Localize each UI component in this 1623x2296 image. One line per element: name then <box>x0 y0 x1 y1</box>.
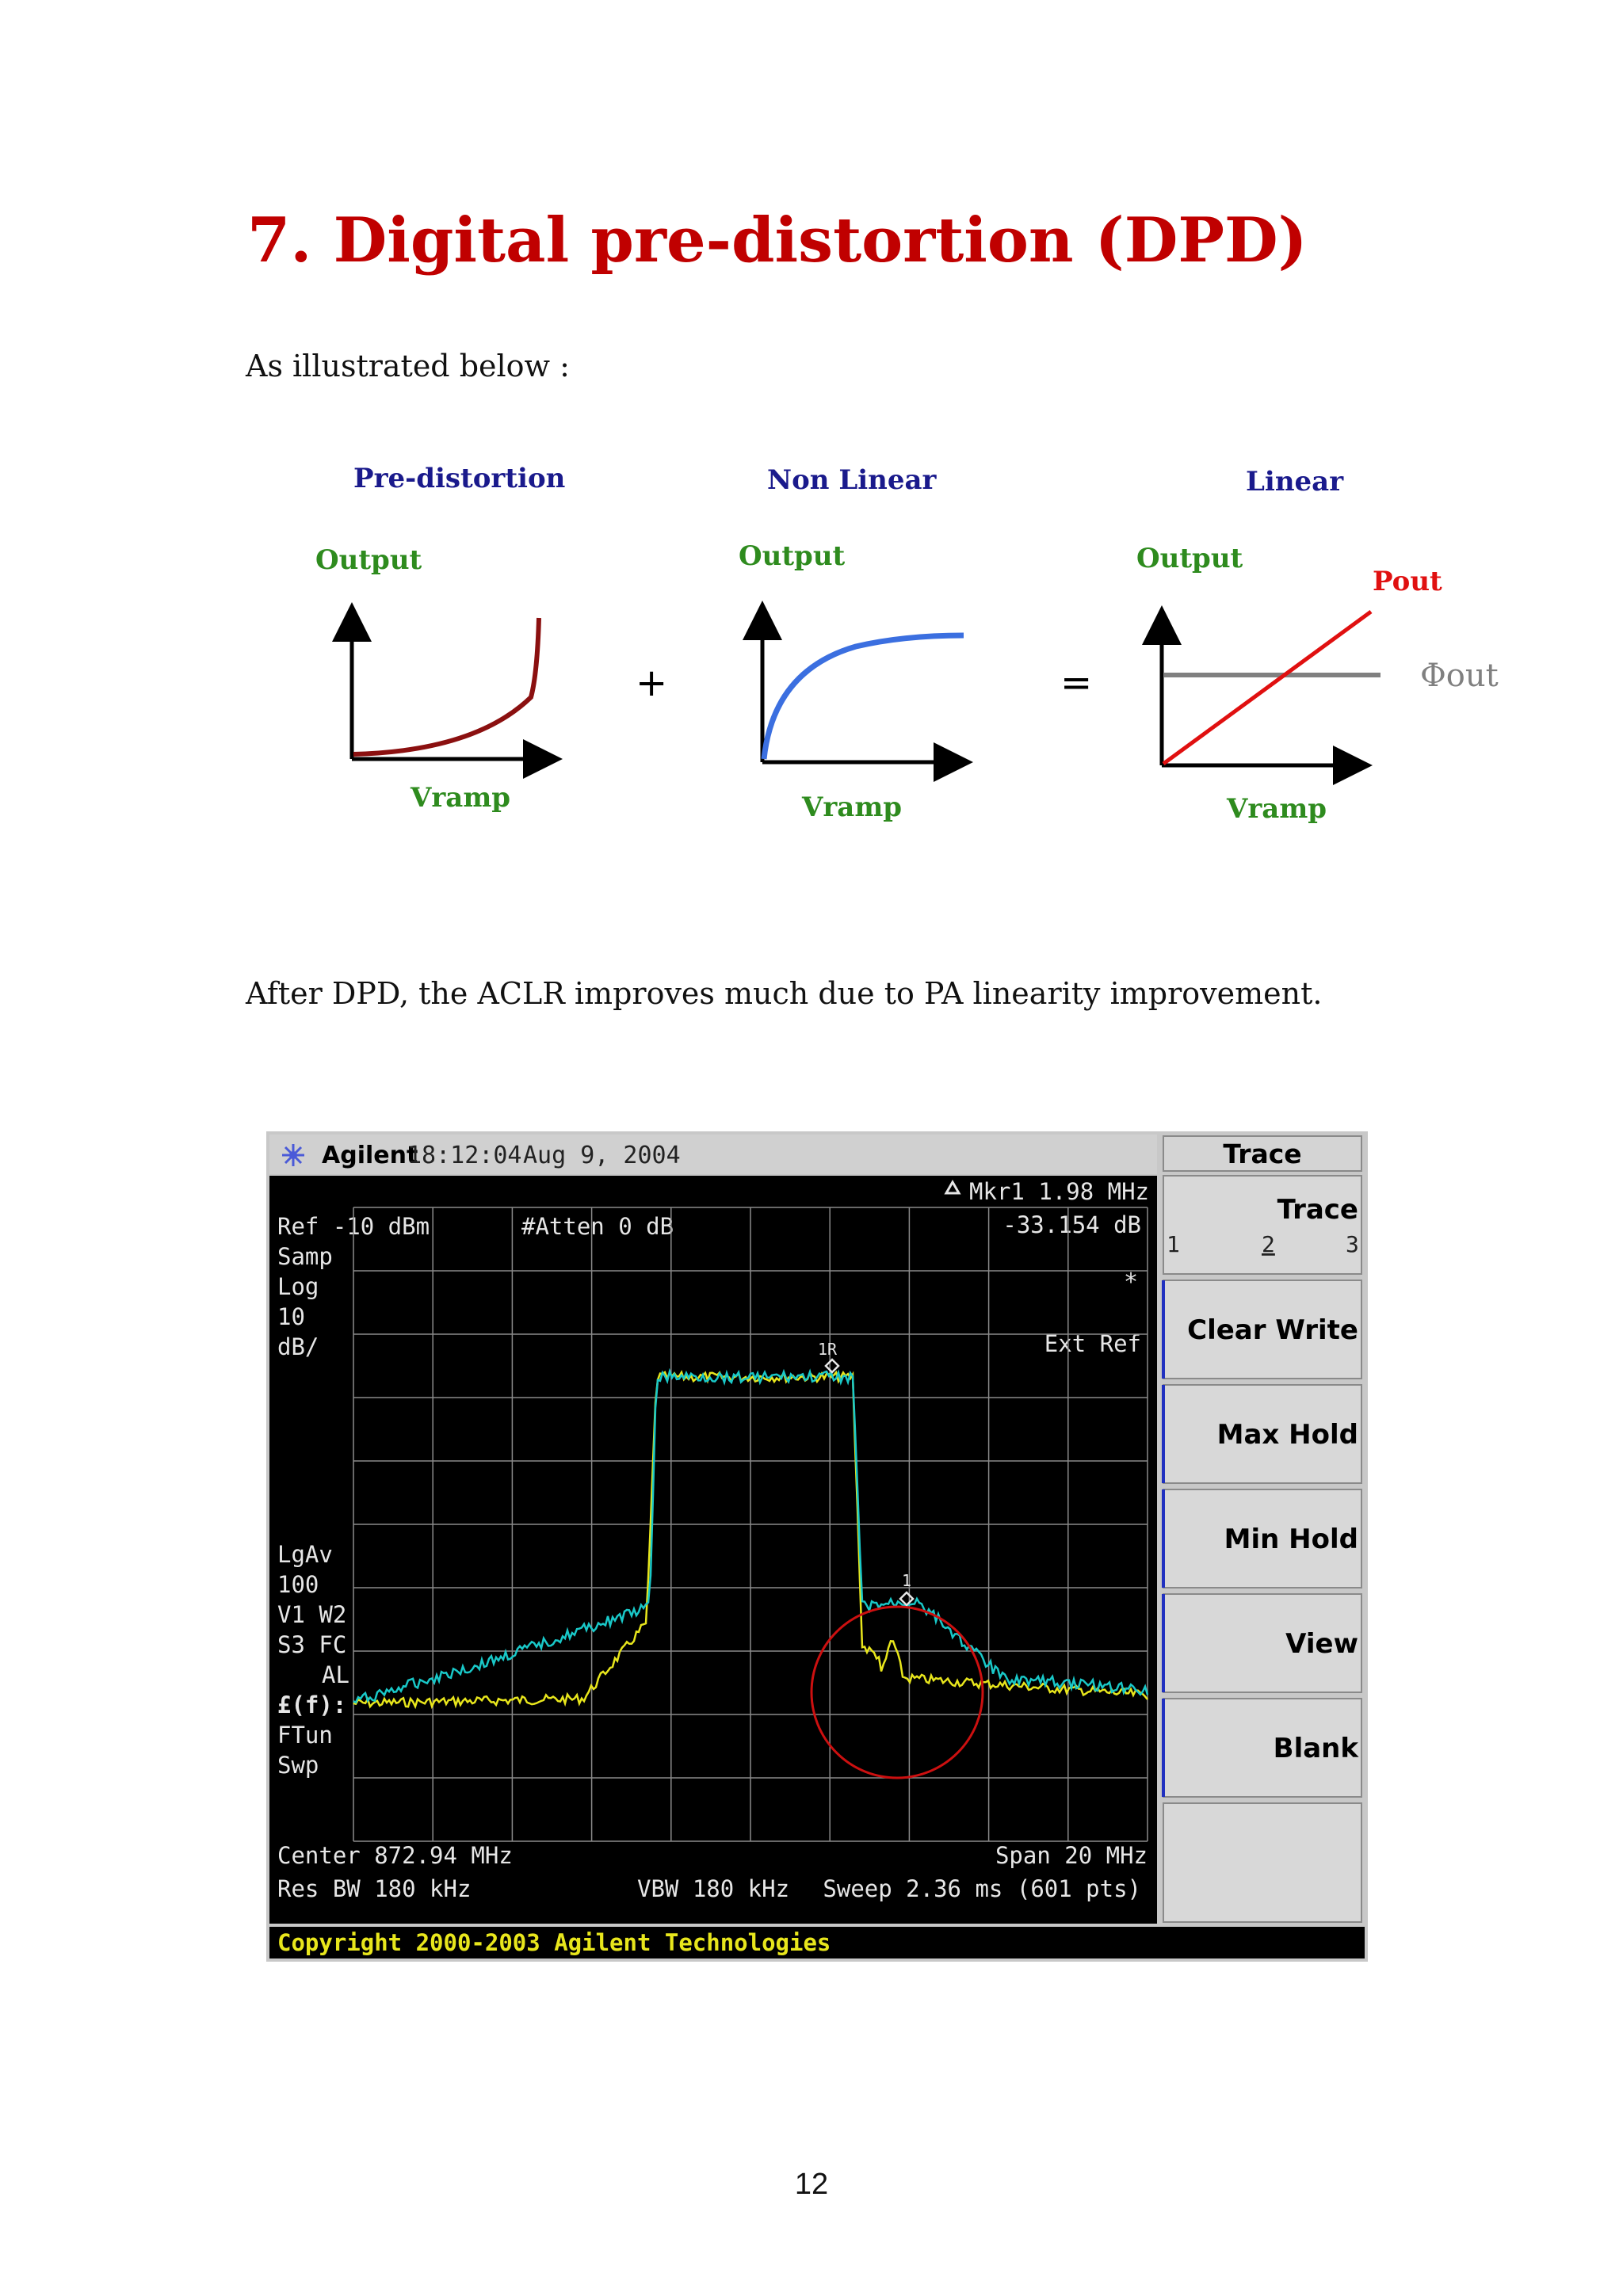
attenuation: #Atten 0 dB <box>521 1213 674 1240</box>
softkey-view-label: View <box>1285 1628 1358 1660</box>
softkey-menu-title: Trace <box>1223 1138 1301 1169</box>
left-label-al: AL <box>322 1661 349 1688</box>
sweep-label: Sweep 2.36 ms (601 pts) <box>823 1875 1141 1902</box>
intro-text: As illustrated below : <box>246 349 570 383</box>
softkey-panel: Trace Trace 1 2 3 Clear Write Max Hold M… <box>1160 1135 1365 1924</box>
dpd-concept-diagram: Pre-distortion Output Vramp + Non Linear… <box>315 463 1499 825</box>
panel-title-nonlinear: Non Linear <box>767 464 938 496</box>
spectrum-analyzer-screen: Agilent 18:12:04 Aug 9, 2004 Mkr1 1.98 M… <box>266 1131 1368 1962</box>
panel-predistortion: Pre-distortion Output Vramp <box>315 463 565 814</box>
vbw-label: VBW 180 kHz <box>637 1875 789 1902</box>
pout-label: Pout <box>1373 566 1442 597</box>
panel-title-linear: Linear <box>1246 466 1344 498</box>
softkey-empty[interactable] <box>1163 1802 1362 1923</box>
delta-marker-icon <box>944 1179 961 1195</box>
time-label: 18:12:04 <box>407 1142 522 1169</box>
ylabel-linear: Output <box>1136 543 1243 574</box>
analyzer-display <box>269 1176 1157 1924</box>
title-bar <box>269 1135 1157 1174</box>
left-label-10: 10 <box>277 1303 305 1330</box>
left-label-100: 100 <box>277 1571 319 1598</box>
page-number: 12 <box>794 2168 829 2201</box>
left-label-s3fc: S3 FC <box>277 1631 346 1658</box>
left-label-dbdiv: dB/ <box>277 1333 319 1360</box>
aclr-text: After DPD, the ACLR improves much due to… <box>246 976 1323 1011</box>
res-bw-label: Res BW 180 kHz <box>277 1875 471 1902</box>
span-label: Span 20 MHz <box>995 1842 1148 1869</box>
marker-readout: Mkr1 1.98 MHz <box>969 1178 1149 1205</box>
copyright-bar <box>269 1927 1365 1958</box>
softkey-view[interactable]: View <box>1162 1593 1362 1693</box>
marker-1r-icon <box>824 1358 840 1374</box>
center-frequency: Center 872.94 MHz <box>277 1842 513 1869</box>
marker-value: -33.154 dB <box>1002 1211 1141 1238</box>
ylabel-predistortion: Output <box>315 544 422 576</box>
trace-option-1: 1 <box>1167 1231 1180 1257</box>
marker-1-label: 1 <box>902 1571 911 1590</box>
marker-1-icon <box>899 1591 915 1607</box>
trace-cyan <box>353 1367 1149 1704</box>
softkey-title-box <box>1163 1135 1362 1172</box>
left-label-samp: Samp <box>277 1243 333 1270</box>
softkey-max-hold[interactable]: Max Hold <box>1162 1384 1362 1484</box>
aclr-highlight-circle <box>810 1605 984 1779</box>
left-label-log: Log <box>277 1273 319 1300</box>
equals-sign: = <box>1060 661 1092 705</box>
softkey-max-hold-label: Max Hold <box>1217 1419 1358 1451</box>
softkey-trace-label: Trace <box>1277 1194 1358 1226</box>
panel-title-predistortion: Pre-distortion <box>353 463 565 494</box>
trace-option-3: 3 <box>1346 1231 1359 1257</box>
ylabel-nonlinear: Output <box>739 540 846 572</box>
softkey-blank[interactable]: Blank <box>1162 1698 1362 1798</box>
left-label-swp: Swp <box>277 1752 319 1779</box>
left-label-ftun: FTun <box>277 1722 333 1749</box>
xlabel-linear: Vramp <box>1226 793 1327 825</box>
xlabel-predistortion: Vramp <box>410 782 510 814</box>
xlabel-nonlinear: Vramp <box>801 791 902 823</box>
softkey-clear-write[interactable]: Clear Write <box>1162 1280 1362 1379</box>
left-label-f: £(f): <box>277 1691 346 1718</box>
plus-sign: + <box>636 661 667 705</box>
predistortion-curve <box>353 617 541 757</box>
softkey-blank-label: Blank <box>1274 1733 1360 1764</box>
pout-line <box>1162 609 1373 766</box>
date-label: Aug 9, 2004 <box>523 1142 681 1169</box>
panel-linear: Linear Output Pout Φout Vramp <box>1136 466 1499 825</box>
copyright-text: Copyright 2000-2003 Agilent Technologies <box>277 1929 831 1956</box>
brand-label: Agilent <box>322 1142 418 1169</box>
trace-option-2: 2 <box>1262 1231 1275 1257</box>
left-label-v1w2: V1 W2 <box>277 1601 346 1628</box>
marker-1r-label: 1R <box>818 1340 838 1359</box>
nonlinear-curve <box>761 632 964 760</box>
softkey-min-hold[interactable]: Min Hold <box>1162 1489 1362 1589</box>
panel-nonlinear: Non Linear Output Vramp <box>739 464 973 823</box>
phase-out-label: Φout <box>1420 658 1499 694</box>
agilent-logo-icon <box>282 1144 304 1166</box>
softkey-trace[interactable]: Trace 1 2 3 <box>1163 1175 1362 1275</box>
graticule <box>353 1207 1148 1842</box>
asterisk-indicator: * <box>1124 1268 1138 1296</box>
page-heading: 7. Digital pre-distortion (DPD) <box>247 204 1308 277</box>
left-label-lgav: LgAv <box>277 1541 333 1568</box>
softkey-min-hold-label: Min Hold <box>1224 1524 1358 1555</box>
softkey-clear-write-label: Clear Write <box>1187 1314 1358 1346</box>
